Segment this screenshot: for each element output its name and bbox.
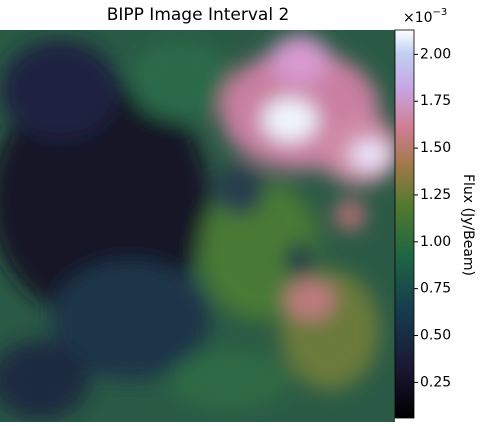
colorbar-offset: ×10−3 [403, 7, 447, 26]
colorbar-tick-label: 1.00 [420, 234, 451, 250]
colorbar-tick-label: 1.25 [420, 187, 451, 203]
colorbar-tick-label: 0.25 [420, 374, 451, 390]
colorbar-tick-label: 0.50 [420, 328, 451, 344]
chart-title: BIPP Image Interval 2 [107, 5, 290, 25]
colorbar-tick-label: 1.75 [420, 93, 451, 109]
colorbar-tick-label: 1.50 [420, 140, 451, 156]
colorbar-label: Flux (Jy/Beam) [460, 174, 476, 276]
colorbar-tick-label: 0.75 [420, 281, 451, 297]
colorbar [394, 29, 415, 419]
offset-exponent: −3 [433, 7, 448, 18]
colorbar-tick-label: 2.00 [420, 46, 451, 62]
heatmap-image [0, 30, 395, 422]
offset-base: ×10 [403, 10, 433, 26]
